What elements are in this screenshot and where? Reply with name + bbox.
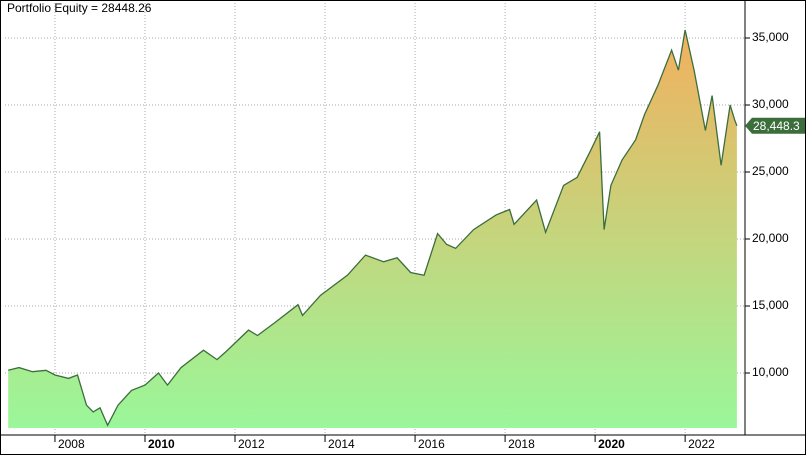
x-tick-label: 2020 bbox=[598, 437, 625, 451]
last-value-label: 28,448.3 bbox=[753, 119, 800, 133]
x-tick-label: 2016 bbox=[418, 437, 445, 451]
equity-line bbox=[8, 29, 738, 427]
x-tick-label: 2014 bbox=[328, 437, 355, 451]
y-tick-label: 35,000 bbox=[752, 30, 789, 44]
equity-area bbox=[8, 30, 737, 428]
y-tick-label: 30,000 bbox=[752, 97, 789, 111]
y-tick-label: 25,000 bbox=[752, 164, 789, 178]
y-tick-label: 10,000 bbox=[752, 365, 789, 379]
x-tick-label: 2012 bbox=[238, 437, 265, 451]
y-tick-label: 20,000 bbox=[752, 231, 789, 245]
x-tick-label: 2010 bbox=[148, 437, 175, 451]
last-value-marker bbox=[745, 117, 805, 134]
y-tick-label: 15,000 bbox=[752, 298, 789, 312]
x-tick-label: 2008 bbox=[58, 437, 85, 451]
x-tick-label: 2022 bbox=[688, 437, 715, 451]
chart-title: Portfolio Equity = 28448.26 bbox=[7, 1, 152, 15]
x-tick-label: 2018 bbox=[508, 437, 535, 451]
